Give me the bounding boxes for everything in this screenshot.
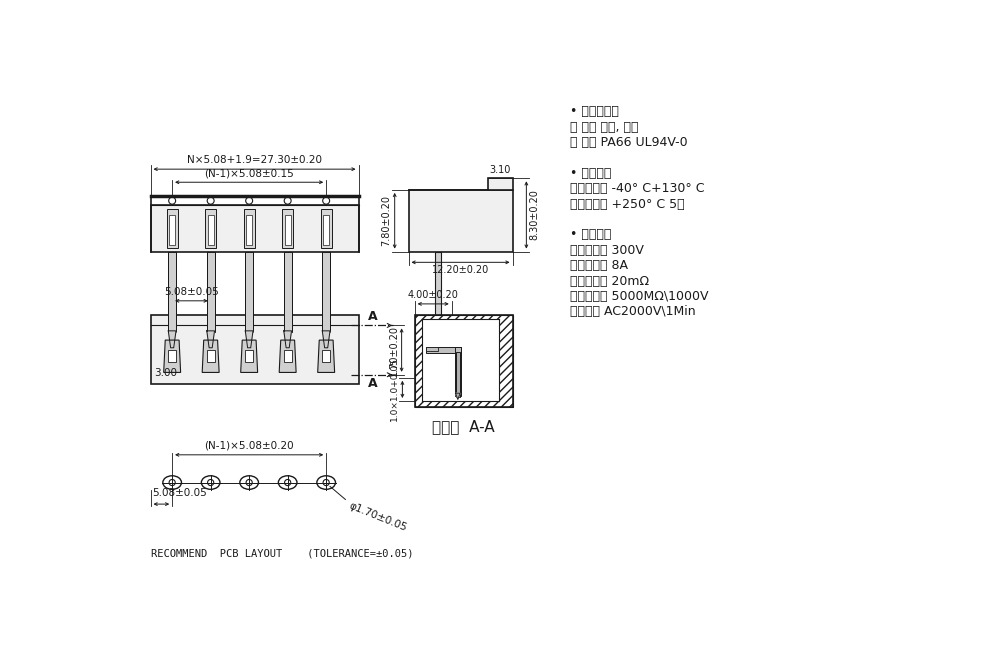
Text: 瞬时温度： +250° C 5秒: 瞬时温度： +250° C 5秒 <box>570 198 685 211</box>
Text: 5.08±0.05: 5.08±0.05 <box>164 287 219 297</box>
Polygon shape <box>456 393 460 399</box>
Text: 塑 件： PA66 UL94V-0: 塑 件： PA66 UL94V-0 <box>570 136 688 149</box>
Text: 5.08±0.05: 5.08±0.05 <box>152 488 207 498</box>
Bar <box>323 215 329 245</box>
Bar <box>245 251 253 333</box>
Bar <box>207 251 215 333</box>
Polygon shape <box>279 340 296 373</box>
Bar <box>455 347 461 396</box>
Bar <box>409 190 512 251</box>
Bar <box>169 215 175 245</box>
Text: 焊 针： 黄铜, 镀锡: 焊 针： 黄铜, 镀锡 <box>570 121 639 134</box>
Bar <box>285 215 291 245</box>
Polygon shape <box>318 340 335 373</box>
Polygon shape <box>202 340 219 373</box>
Polygon shape <box>245 331 253 348</box>
Bar <box>168 350 176 362</box>
Text: • 材质及电镰: • 材质及电镰 <box>570 105 619 118</box>
Bar <box>456 351 460 397</box>
Bar <box>246 215 252 245</box>
Text: (N-1)×5.08±0.20: (N-1)×5.08±0.20 <box>204 441 294 451</box>
Bar <box>435 251 441 327</box>
Text: 剖面图  A-A: 剖面图 A-A <box>432 419 495 434</box>
Bar <box>207 350 215 362</box>
Text: 额定电压： 300V: 额定电压： 300V <box>570 244 644 257</box>
Bar <box>422 318 499 401</box>
Bar <box>244 209 255 247</box>
Text: A: A <box>368 310 377 323</box>
Text: • 电气性能: • 电气性能 <box>570 229 612 242</box>
Text: 3.10: 3.10 <box>489 165 511 175</box>
Polygon shape <box>168 331 176 348</box>
Text: RECOMMEND  PCB LAYOUT    (TOLERANCE=±0.05): RECOMMEND PCB LAYOUT (TOLERANCE=±0.05) <box>151 548 413 558</box>
Polygon shape <box>322 331 330 348</box>
Bar <box>284 350 292 362</box>
Text: 1.0×1.0+0.05: 1.0×1.0+0.05 <box>390 357 399 421</box>
Text: 温度范围： -40° C+130° C: 温度范围： -40° C+130° C <box>570 182 705 195</box>
Bar <box>415 315 512 407</box>
Text: 耐电压： AC2000V\1Min: 耐电压： AC2000V\1Min <box>570 306 696 318</box>
Bar <box>205 209 216 247</box>
Text: (N-1)×5.08±0.15: (N-1)×5.08±0.15 <box>204 169 294 178</box>
Bar <box>426 347 461 353</box>
Bar <box>151 315 358 384</box>
Text: 3.00: 3.00 <box>154 368 177 378</box>
Bar <box>168 251 176 333</box>
Text: • 机械性能: • 机械性能 <box>570 167 612 180</box>
Bar <box>415 315 512 407</box>
Text: 7.80±0.20: 7.80±0.20 <box>382 195 392 246</box>
Polygon shape <box>241 340 258 373</box>
Text: 绣缘电阔： 5000MΩ\1000V: 绣缘电阔： 5000MΩ\1000V <box>570 290 709 303</box>
Polygon shape <box>207 331 215 348</box>
Bar <box>322 350 330 362</box>
Text: 1.70±0.20: 1.70±0.20 <box>389 324 399 375</box>
Text: 8.30±0.20: 8.30±0.20 <box>529 189 539 240</box>
Bar <box>426 347 438 351</box>
Text: N×5.08+1.9=27.30±0.20: N×5.08+1.9=27.30±0.20 <box>187 155 322 165</box>
Polygon shape <box>164 340 181 373</box>
Text: 4.00±0.20: 4.00±0.20 <box>408 290 459 300</box>
Bar <box>167 209 178 247</box>
Polygon shape <box>435 323 441 336</box>
Text: 接触电阔： 20mΩ: 接触电阔： 20mΩ <box>570 275 649 287</box>
Bar <box>208 215 214 245</box>
Bar <box>151 205 358 251</box>
Bar <box>284 251 292 333</box>
Bar <box>282 209 293 247</box>
Polygon shape <box>284 331 292 348</box>
Bar <box>488 178 512 190</box>
Bar <box>321 209 332 247</box>
Bar <box>322 251 330 333</box>
Text: A: A <box>368 377 377 390</box>
Text: φ1.70±0.05: φ1.70±0.05 <box>348 501 409 534</box>
Text: 额定电流： 8A: 额定电流： 8A <box>570 259 628 272</box>
Text: 12.20±0.20: 12.20±0.20 <box>432 266 489 275</box>
Bar <box>245 350 253 362</box>
